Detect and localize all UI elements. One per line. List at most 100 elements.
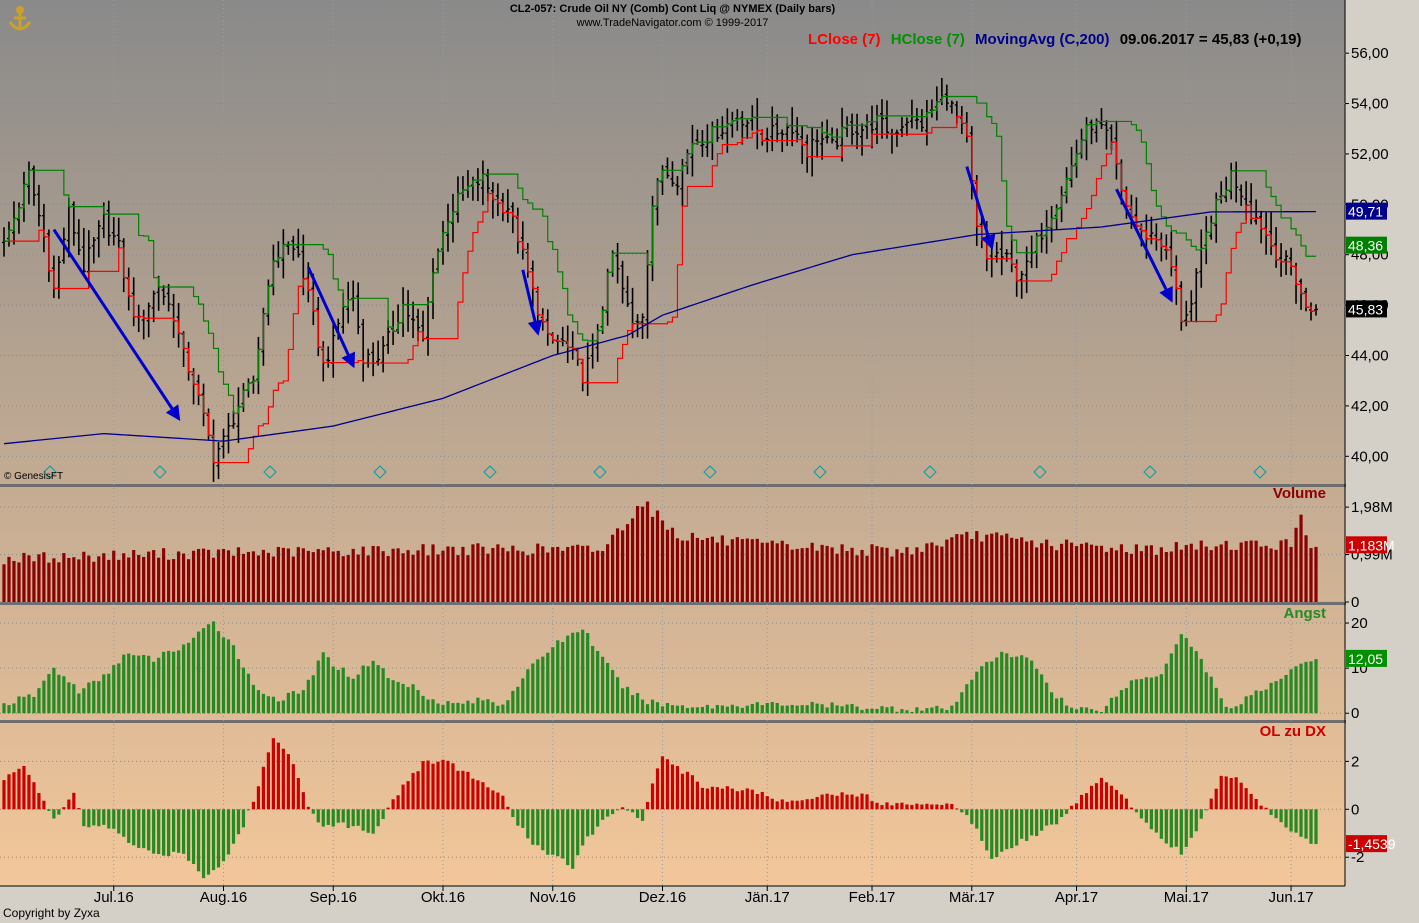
- ol-bar: [7, 774, 11, 810]
- volume-bar: [376, 546, 380, 602]
- ol-bar: [1269, 809, 1273, 815]
- volume-last-label-box: [1346, 536, 1387, 554]
- volume-bar: [251, 551, 256, 602]
- angst-bar: [1224, 706, 1228, 714]
- angst-bar: [321, 652, 325, 714]
- close-last-label-box: [1346, 300, 1387, 318]
- angst-bar: [1119, 690, 1124, 714]
- ol-bar: [830, 794, 834, 810]
- ol-bar: [1214, 788, 1218, 810]
- angst-bar: [925, 708, 929, 714]
- ol-bar: [1139, 809, 1143, 819]
- ol-bar: [1119, 794, 1124, 810]
- angst-bar: [1179, 634, 1183, 714]
- price-bar: [620, 260, 625, 304]
- volume-bar: [745, 538, 749, 602]
- angst-bar: [950, 705, 954, 714]
- angst-bar: [1269, 682, 1273, 714]
- ol-bar: [406, 781, 410, 810]
- ol-bar: [87, 809, 91, 828]
- ol-bar: [840, 792, 844, 810]
- mavg-last-label-box: [1346, 202, 1387, 220]
- volume-bar: [137, 554, 141, 602]
- ol-bar: [895, 803, 899, 810]
- volume-bar: [526, 555, 530, 602]
- volume-bar: [127, 557, 131, 602]
- volume-bar: [411, 554, 415, 602]
- angst-bar: [561, 642, 565, 714]
- price-bar: [825, 119, 830, 144]
- ol-bar: [935, 804, 939, 810]
- angst-bar: [216, 631, 221, 714]
- angst-bar: [1259, 690, 1263, 714]
- volume-bar: [17, 562, 21, 602]
- ol-bar: [37, 792, 41, 810]
- volume-bar: [685, 540, 690, 602]
- angst-bar: [521, 678, 525, 714]
- angst-bar: [316, 660, 320, 714]
- angst-bar: [541, 656, 545, 714]
- volume-bar: [895, 549, 899, 602]
- volume-bar: [905, 547, 909, 602]
- angst-bar: [1114, 696, 1119, 714]
- angst-bar: [231, 645, 236, 714]
- volume-bar: [62, 553, 66, 602]
- volume-bar: [112, 550, 116, 602]
- ol-bar: [446, 760, 450, 810]
- angst-bar: [266, 696, 270, 714]
- ol-last-label-box: [1346, 835, 1387, 853]
- angst-bar: [326, 657, 330, 714]
- ol-bar: [1244, 788, 1248, 810]
- angst-bar: [117, 663, 121, 714]
- volume-bar: [521, 551, 525, 602]
- volume-bar: [201, 548, 206, 602]
- ol-bar: [301, 792, 305, 810]
- ol-bar: [970, 809, 974, 824]
- angst-bar: [286, 692, 290, 714]
- angst-bar: [556, 640, 560, 714]
- angst-bar: [1035, 668, 1039, 714]
- volume-bar: [107, 559, 111, 602]
- angst-bar: [311, 675, 315, 714]
- ol-bar: [1094, 783, 1099, 810]
- volume-bar: [306, 550, 310, 602]
- ol-bar: [865, 794, 869, 810]
- ol-bar: [1025, 809, 1029, 841]
- angst-bar: [57, 674, 61, 714]
- volume-bar: [805, 547, 809, 602]
- angst-bar: [1104, 705, 1109, 714]
- angst-bar: [1304, 661, 1308, 714]
- angst-bar: [1314, 659, 1318, 714]
- volume-bar: [196, 548, 201, 602]
- close-last-label: 45,83: [1348, 301, 1383, 317]
- angst-bar: [591, 645, 595, 714]
- volume-bar: [451, 546, 455, 602]
- ol-bar: [695, 781, 700, 810]
- price-bar: [1024, 246, 1029, 294]
- volume-bar: [1144, 545, 1148, 602]
- volume-bar: [1204, 546, 1208, 602]
- volume-bar: [1000, 535, 1004, 602]
- legend-last-value: 09.06.2017 = 45,83 (+0,19): [1119, 31, 1302, 48]
- angst-bar: [1249, 695, 1253, 714]
- angst-bar: [7, 705, 11, 714]
- angst-bar: [860, 709, 864, 714]
- volume-bar: [1129, 553, 1134, 602]
- angst-bar: [47, 673, 51, 714]
- price-bar: [675, 176, 680, 196]
- angst-bar: [655, 702, 660, 714]
- volume-tick-label: 1,98M: [1351, 499, 1393, 516]
- price-bar: [411, 301, 416, 339]
- angst-bar: [850, 704, 854, 714]
- volume-bar: [670, 527, 675, 602]
- volume-bar: [1050, 546, 1054, 602]
- angst-bar: [1299, 663, 1303, 714]
- volume-bar: [1299, 514, 1303, 602]
- volume-bar: [1015, 538, 1019, 602]
- volume-bar: [1289, 546, 1293, 602]
- ol-bar: [950, 803, 954, 810]
- price-bar: [1099, 108, 1104, 130]
- volume-bar: [635, 505, 640, 602]
- angst-bar: [640, 699, 645, 714]
- angst-bar: [246, 673, 251, 714]
